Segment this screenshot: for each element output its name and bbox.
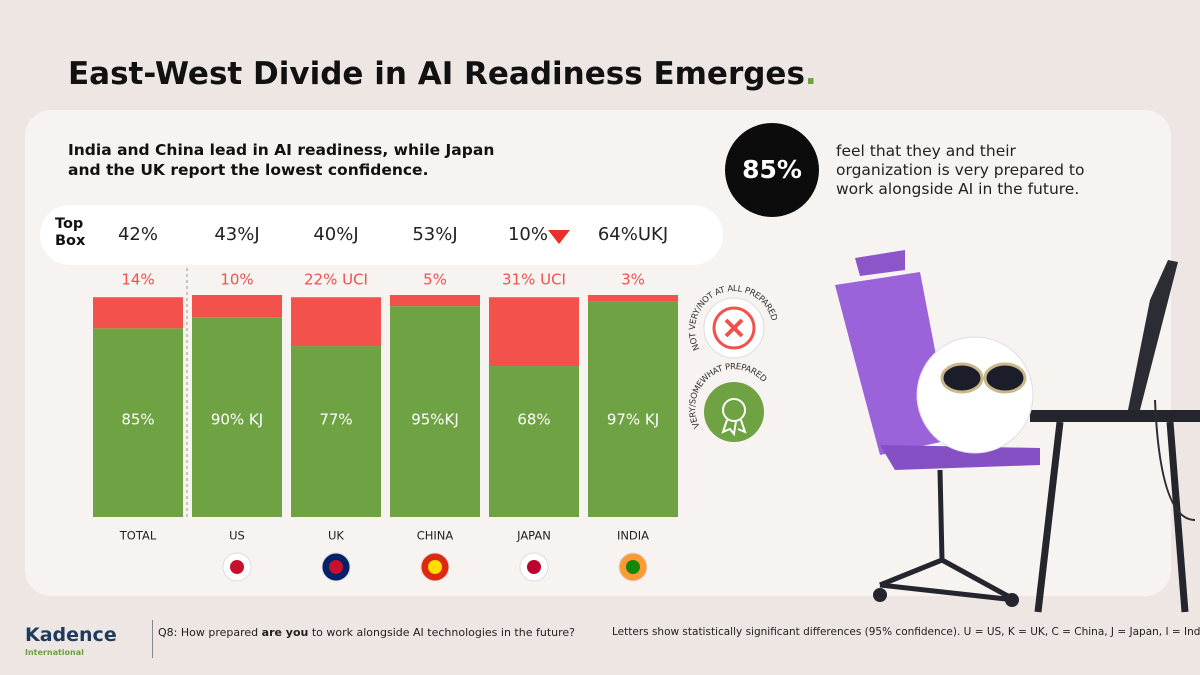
title: East-West Divide in AI Readiness Emerges: [68, 56, 805, 92]
value-label: 90% KJ: [211, 411, 263, 429]
value-label: 77%: [319, 411, 352, 429]
bar-segment: [291, 297, 381, 347]
robot-eye: [983, 362, 1027, 394]
legend-red-x: [724, 318, 744, 338]
value-label: 97% KJ: [607, 411, 659, 429]
bar-segment: [489, 366, 579, 517]
bar-segment: [192, 317, 282, 517]
bar-segment: [93, 328, 183, 517]
desk: [1030, 410, 1200, 422]
top-box-value: 40%J: [313, 224, 358, 245]
value-label: 14%: [121, 271, 154, 289]
bar-segment: [489, 297, 579, 367]
callout-value: 85%: [742, 155, 802, 184]
desk-legs: [1034, 421, 1189, 613]
legend-green-medal: [722, 398, 746, 422]
value-label: 22% UCI: [304, 271, 368, 289]
flag-emblem: [329, 560, 343, 574]
title-wrap: East-West Divide in AI Readiness Emerges…: [68, 56, 817, 92]
question-part: Q8: How prepared: [158, 626, 262, 639]
logo: Kadence: [25, 624, 117, 646]
note: Letters show statistically significant d…: [612, 626, 1200, 638]
value-label: 5%: [423, 271, 447, 289]
callout-text: feel that they and their organization is…: [836, 142, 1085, 198]
flag-emblem: [428, 560, 442, 574]
legend-red-ring: [712, 306, 756, 350]
category-label: CHINA: [417, 529, 454, 543]
monitor: [1128, 260, 1178, 410]
footer-separator: [152, 620, 153, 658]
cable: [1154, 399, 1196, 521]
value-label: 31% UCI: [502, 271, 566, 289]
top-box-value: 10%: [508, 224, 548, 245]
category-label: US: [229, 529, 245, 543]
value-label: 95%KJ: [411, 411, 459, 429]
subtitle: India and China lead in AI readiness, wh…: [68, 141, 495, 179]
legend-green-icon: [704, 382, 764, 442]
top-box-value: 43%J: [214, 224, 259, 245]
category-label: JAPAN: [516, 529, 551, 543]
value-label: 10%: [220, 271, 253, 289]
callout-circle: [725, 123, 819, 217]
chair-seat: [880, 445, 1040, 470]
question-part: to work alongside AI technologies in the…: [308, 626, 575, 639]
logo-sub: International: [25, 648, 84, 657]
bar-segment: [291, 346, 381, 517]
category-label: TOTAL: [119, 529, 157, 543]
value-label: 85%: [121, 411, 154, 429]
title-dot: .: [804, 56, 817, 92]
top-box-value: 64%UKJ: [598, 224, 668, 245]
question-bold: are you: [261, 626, 309, 639]
wheel: [1005, 593, 1019, 607]
robot-head: [916, 336, 1034, 454]
significance-down-arrow: [548, 230, 570, 244]
value-label: 68%: [517, 411, 550, 429]
legend-green-ribbon: [721, 419, 747, 437]
top-box-label: Top Box: [55, 216, 86, 249]
illustration: [835, 250, 1200, 613]
flag-emblem: [230, 560, 244, 574]
bar-segment: [390, 295, 480, 307]
top-box-value: 53%J: [412, 224, 457, 245]
question: Q8: How prepared are you to work alongsi…: [158, 626, 575, 639]
flag-emblem: [626, 560, 640, 574]
top-box-pill: [40, 205, 723, 265]
top-box-value: 42%: [118, 224, 158, 245]
category-label: UK: [328, 529, 344, 543]
bar-segment: [588, 301, 678, 517]
chair-headrest: [855, 250, 905, 276]
flag-emblem: [527, 560, 541, 574]
bar-segment: [93, 297, 183, 329]
wheel: [873, 588, 887, 602]
robot-eye: [940, 362, 984, 394]
value-label: 3%: [621, 271, 645, 289]
bar-segment: [390, 306, 480, 517]
category-label: INDIA: [617, 529, 649, 543]
bar-segment: [192, 295, 282, 318]
chair-base: [879, 469, 1017, 603]
bar-segment: [588, 295, 678, 302]
